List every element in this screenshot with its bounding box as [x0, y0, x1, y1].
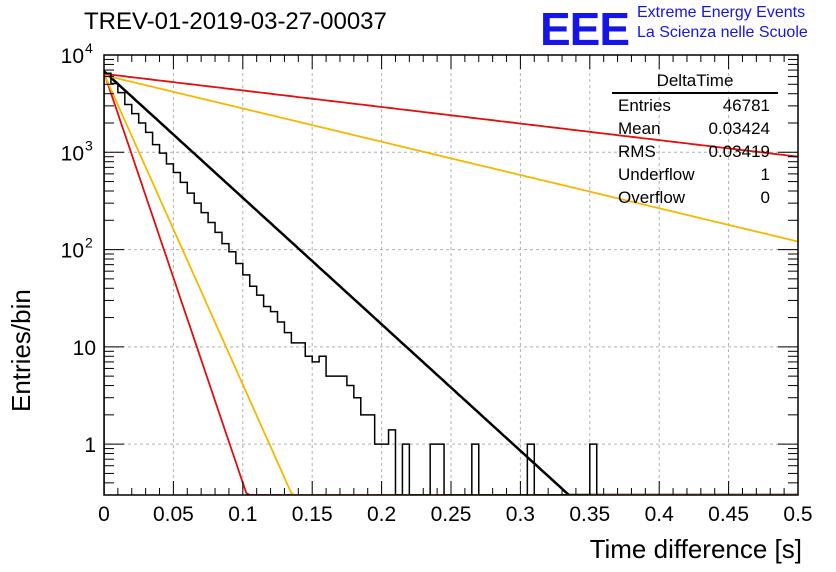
x-tick-label: 0.35 — [569, 503, 610, 526]
histogram — [104, 72, 598, 495]
y-tick-exponent: 2 — [85, 235, 93, 251]
x-tick-label: 0.45 — [708, 503, 749, 526]
logo-line-2: La Scienza nelle Scuole — [637, 24, 808, 41]
stats-label: Mean — [618, 119, 661, 138]
x-tick-label: 0.3 — [506, 503, 535, 526]
y-tick-label: 10 — [61, 240, 84, 263]
eee-logo: EEE — [540, 3, 630, 55]
x-tick-label: 0 — [98, 503, 110, 526]
eee-logo-text: Extreme Energy Events La Scienza nelle S… — [637, 3, 808, 43]
fit-curve-3 — [104, 72, 798, 495]
y-tick-label: 10 — [61, 45, 84, 68]
x-tick-label: 0.5 — [783, 503, 812, 526]
stats-label: RMS — [618, 142, 656, 161]
y-tick-label: 1 — [84, 434, 96, 457]
x-tick-label: 0.1 — [228, 503, 257, 526]
fit-curve-2 — [104, 74, 798, 243]
stats-row-overflow: Overflow 0 — [612, 186, 778, 209]
y-axis-label: Entries/bin — [6, 289, 36, 412]
stats-value: 46781 — [722, 96, 770, 115]
stats-row-underflow: Underflow 1 — [612, 163, 778, 186]
stats-label: Underflow — [618, 165, 695, 184]
stats-row-rms: RMS 0.03419 — [612, 140, 778, 163]
y-tick-label: 10 — [61, 142, 84, 165]
fit-curve-0 — [104, 70, 798, 495]
stats-row-mean: Mean 0.03424 — [612, 117, 778, 140]
y-tick-exponent: 3 — [85, 137, 93, 153]
fit-curve-4 — [104, 73, 798, 495]
stats-value: 0.03424 — [708, 119, 770, 138]
y-tick-exponent: 4 — [85, 40, 93, 56]
x-tick-label: 0.05 — [153, 503, 194, 526]
x-tick-label: 0.4 — [645, 503, 675, 526]
x-tick-label: 0.2 — [367, 503, 396, 526]
stats-value: 0 — [760, 188, 770, 207]
stats-label: Overflow — [618, 188, 686, 207]
stats-box: DeltaTime Entries 46781 Mean 0.03424 RMS… — [612, 70, 778, 210]
stats-row-entries: Entries 46781 — [612, 94, 778, 117]
fit-curve-1 — [104, 73, 798, 158]
stats-label: Entries — [618, 96, 671, 115]
logo-line-1: Extreme Energy Events — [637, 4, 806, 21]
stats-value: 1 — [760, 165, 770, 184]
stats-value: 0.03419 — [708, 142, 770, 161]
x-axis-label: Time difference [s] — [589, 534, 802, 564]
stats-title: DeltaTime — [612, 70, 778, 94]
y-tick-label: 10 — [73, 337, 96, 360]
x-tick-label: 0.15 — [292, 503, 333, 526]
chart-title: TREV-01-2019-03-27-00037 — [84, 8, 387, 35]
x-tick-label: 0.25 — [431, 503, 472, 526]
